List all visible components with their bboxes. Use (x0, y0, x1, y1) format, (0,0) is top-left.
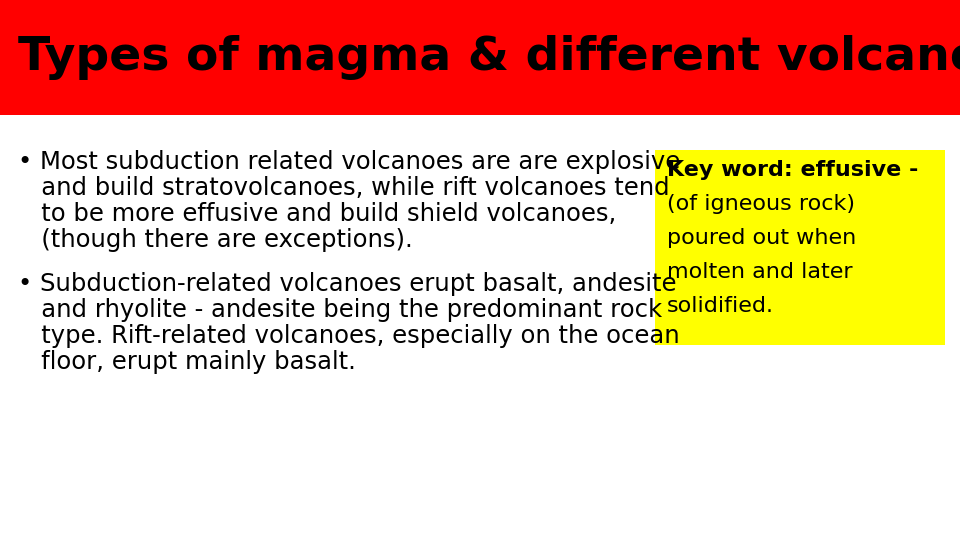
Text: and rhyolite - andesite being the predominant rock: and rhyolite - andesite being the predom… (18, 298, 662, 322)
Bar (655, 150, 945, 345)
Text: and build stratovolcanoes, while rift volcanoes tend: and build stratovolcanoes, while rift vo… (18, 176, 670, 200)
Text: solidified.: solidified. (667, 296, 774, 316)
Text: (though there are exceptions).: (though there are exceptions). (18, 228, 413, 252)
Text: Key word: effusive -: Key word: effusive - (667, 160, 919, 180)
Text: • Subduction-related volcanoes erupt basalt, andesite: • Subduction-related volcanoes erupt bas… (18, 272, 677, 296)
Text: (of igneous rock): (of igneous rock) (667, 194, 855, 214)
Text: type. Rift-related volcanoes, especially on the ocean: type. Rift-related volcanoes, especially… (18, 324, 680, 348)
Text: to be more effusive and build shield volcanoes,: to be more effusive and build shield vol… (18, 202, 616, 226)
Text: molten and later: molten and later (667, 262, 852, 282)
Text: floor, erupt mainly basalt.: floor, erupt mainly basalt. (18, 350, 356, 374)
Text: • Most subduction related volcanoes are are explosive: • Most subduction related volcanoes are … (18, 150, 681, 174)
Text: poured out when: poured out when (667, 228, 856, 248)
Text: Types of magma & different volcano types: Types of magma & different volcano types (18, 35, 960, 80)
Bar (0, 0, 960, 115)
